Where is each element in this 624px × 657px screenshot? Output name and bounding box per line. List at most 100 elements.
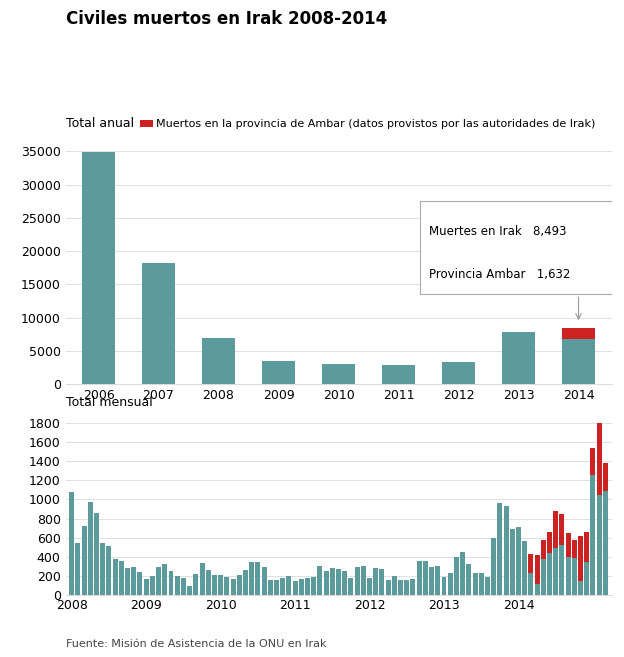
Bar [131,566,136,595]
Bar [82,526,87,595]
Bar [565,533,570,558]
Bar [69,492,74,595]
Bar [206,570,211,595]
Text: Muertes en Irak   8,493: Muertes en Irak 8,493 [429,225,566,238]
Bar [181,578,186,595]
Bar [535,584,540,595]
Bar [156,567,161,595]
Bar [541,540,546,559]
Bar [299,579,304,595]
Bar [137,572,142,595]
Bar [485,577,490,595]
Text: Muertos en la provincia de Ambar (datos provistos por las autoridades de Irak): Muertos en la provincia de Ambar (datos … [156,118,595,129]
Bar [584,532,589,562]
Bar [597,423,602,495]
FancyBboxPatch shape [419,201,623,294]
Bar [535,555,540,584]
Bar [175,576,180,595]
Bar [559,514,564,545]
Bar [202,338,235,384]
Bar [423,561,428,595]
Bar [603,491,608,595]
Text: Provincia Ambar   1,632: Provincia Ambar 1,632 [429,268,570,281]
Bar [411,579,416,595]
Bar [162,564,167,595]
Bar [382,365,415,384]
Bar [322,364,355,384]
Bar [261,566,266,595]
Bar [553,547,558,595]
Bar [318,566,323,595]
Bar [150,576,155,595]
Text: Fuente: Misión de Asistencia de la ONU en Irak: Fuente: Misión de Asistencia de la ONU e… [66,639,326,649]
Bar [293,581,298,595]
Bar [578,581,583,595]
Bar [522,541,527,595]
Bar [603,463,608,491]
Bar [262,361,295,384]
Bar [466,564,471,595]
Bar [88,502,93,595]
Bar [491,537,496,595]
Bar [442,363,475,384]
Bar [255,562,260,595]
Bar [82,152,115,384]
Text: Total anual: Total anual [66,117,134,130]
Bar [286,576,291,595]
Bar [218,575,223,595]
Bar [572,558,577,595]
Bar [249,562,254,595]
Bar [386,580,391,595]
Bar [502,332,535,384]
Bar [472,573,477,595]
Bar [398,580,403,595]
Bar [125,568,130,595]
Bar [367,578,372,595]
Bar [516,527,521,595]
Bar [113,559,118,595]
Bar [268,580,273,595]
Bar [100,543,105,595]
Bar [510,529,515,595]
Bar [529,573,534,595]
Bar [436,566,441,595]
Bar [448,573,452,595]
Bar [305,578,310,595]
Bar [392,576,397,595]
Bar [529,554,534,573]
Bar [429,568,434,595]
Bar [417,561,422,595]
Bar [565,558,570,595]
Bar [572,540,577,558]
Bar [144,579,149,595]
Bar [336,570,341,595]
Bar [562,328,595,338]
Bar [94,513,99,595]
Bar [373,568,378,595]
Bar [76,543,80,595]
Bar [553,511,558,547]
Bar [559,545,564,595]
Bar [547,553,552,595]
Bar [330,568,335,595]
Bar [578,535,583,581]
Bar [348,578,353,595]
Bar [590,448,595,475]
Bar [212,575,217,595]
Bar [597,495,602,595]
Bar [361,566,366,595]
Bar [324,572,329,595]
Bar [442,577,447,595]
Bar [460,553,465,595]
Bar [379,569,384,595]
Bar [547,532,552,553]
Bar [107,546,112,595]
Bar [236,575,241,595]
Bar [590,475,595,595]
Bar [142,263,175,384]
Bar [243,570,248,595]
Bar [187,586,192,595]
Bar [541,559,546,595]
Bar [274,580,279,595]
Text: Civiles muertos en Irak 2008-2014: Civiles muertos en Irak 2008-2014 [66,10,387,28]
